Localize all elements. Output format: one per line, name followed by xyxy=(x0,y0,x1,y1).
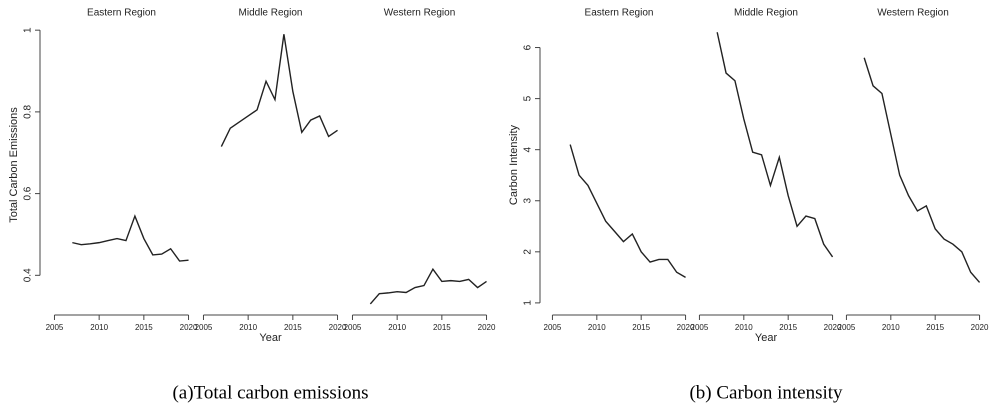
x-tick-label: 2020 xyxy=(971,323,989,332)
data-line xyxy=(72,214,189,262)
panel-title: Eastern Region xyxy=(87,8,156,19)
panel-title: Western Region xyxy=(877,8,949,19)
x-tick-label: 2005 xyxy=(195,323,213,332)
x-tick-label: 2010 xyxy=(735,323,753,332)
x-axis-label: Year xyxy=(755,332,778,344)
x-tick-label: 2020 xyxy=(677,323,695,332)
x-tick-label: 2005 xyxy=(46,323,64,332)
panel-title: Middle Region xyxy=(734,8,798,19)
x-tick-label: 2015 xyxy=(926,323,944,332)
x-tick-label: 2005 xyxy=(544,323,562,332)
x-tick-label: 2020 xyxy=(824,323,842,332)
x-tick-label: 2010 xyxy=(388,323,406,332)
x-tick-label: 2015 xyxy=(433,323,451,332)
y-tick-label: 0.4 xyxy=(23,268,34,282)
panel-title: Middle Region xyxy=(239,8,303,19)
caption: (b) Carbon intensity xyxy=(689,382,843,403)
data-line xyxy=(220,34,338,147)
x-tick-label: 2010 xyxy=(882,323,900,332)
x-tick-label: 2020 xyxy=(478,323,496,332)
x-axis-label: Year xyxy=(259,332,282,344)
y-axis-label: Carbon Intensity xyxy=(508,124,520,205)
data-line xyxy=(569,144,686,278)
x-tick-label: 2010 xyxy=(90,323,108,332)
y-tick-label: 6 xyxy=(523,44,534,50)
x-tick-label: 2005 xyxy=(344,323,362,332)
data-line xyxy=(863,57,981,283)
x-tick-label: 2010 xyxy=(588,323,606,332)
y-tick-label: 2 xyxy=(523,249,534,255)
y-tick-label: 0.8 xyxy=(23,104,34,118)
panel-title: Western Region xyxy=(384,8,456,19)
data-line xyxy=(716,32,834,258)
x-tick-label: 2010 xyxy=(239,323,257,332)
y-axis-label: Total Carbon Emissions xyxy=(8,107,20,223)
y-tick-label: 5 xyxy=(523,95,534,101)
y-tick-label: 1 xyxy=(23,27,34,33)
x-tick-label: 2020 xyxy=(329,323,347,332)
x-tick-label: 2015 xyxy=(779,323,797,332)
y-tick-label: 4 xyxy=(523,146,534,152)
x-tick-label: 2005 xyxy=(691,323,709,332)
y-tick-label: 1 xyxy=(523,300,534,306)
x-tick-label: 2015 xyxy=(632,323,650,332)
y-tick-label: 0.6 xyxy=(23,186,34,200)
x-tick-label: 2015 xyxy=(135,323,153,332)
x-tick-label: 2020 xyxy=(180,323,198,332)
x-tick-label: 2005 xyxy=(838,323,856,332)
data-line xyxy=(369,267,487,305)
x-tick-label: 2015 xyxy=(284,323,302,332)
panel-title: Eastern Region xyxy=(585,8,654,19)
caption: (a)Total carbon emissions xyxy=(172,382,368,403)
y-tick-label: 3 xyxy=(523,198,534,204)
